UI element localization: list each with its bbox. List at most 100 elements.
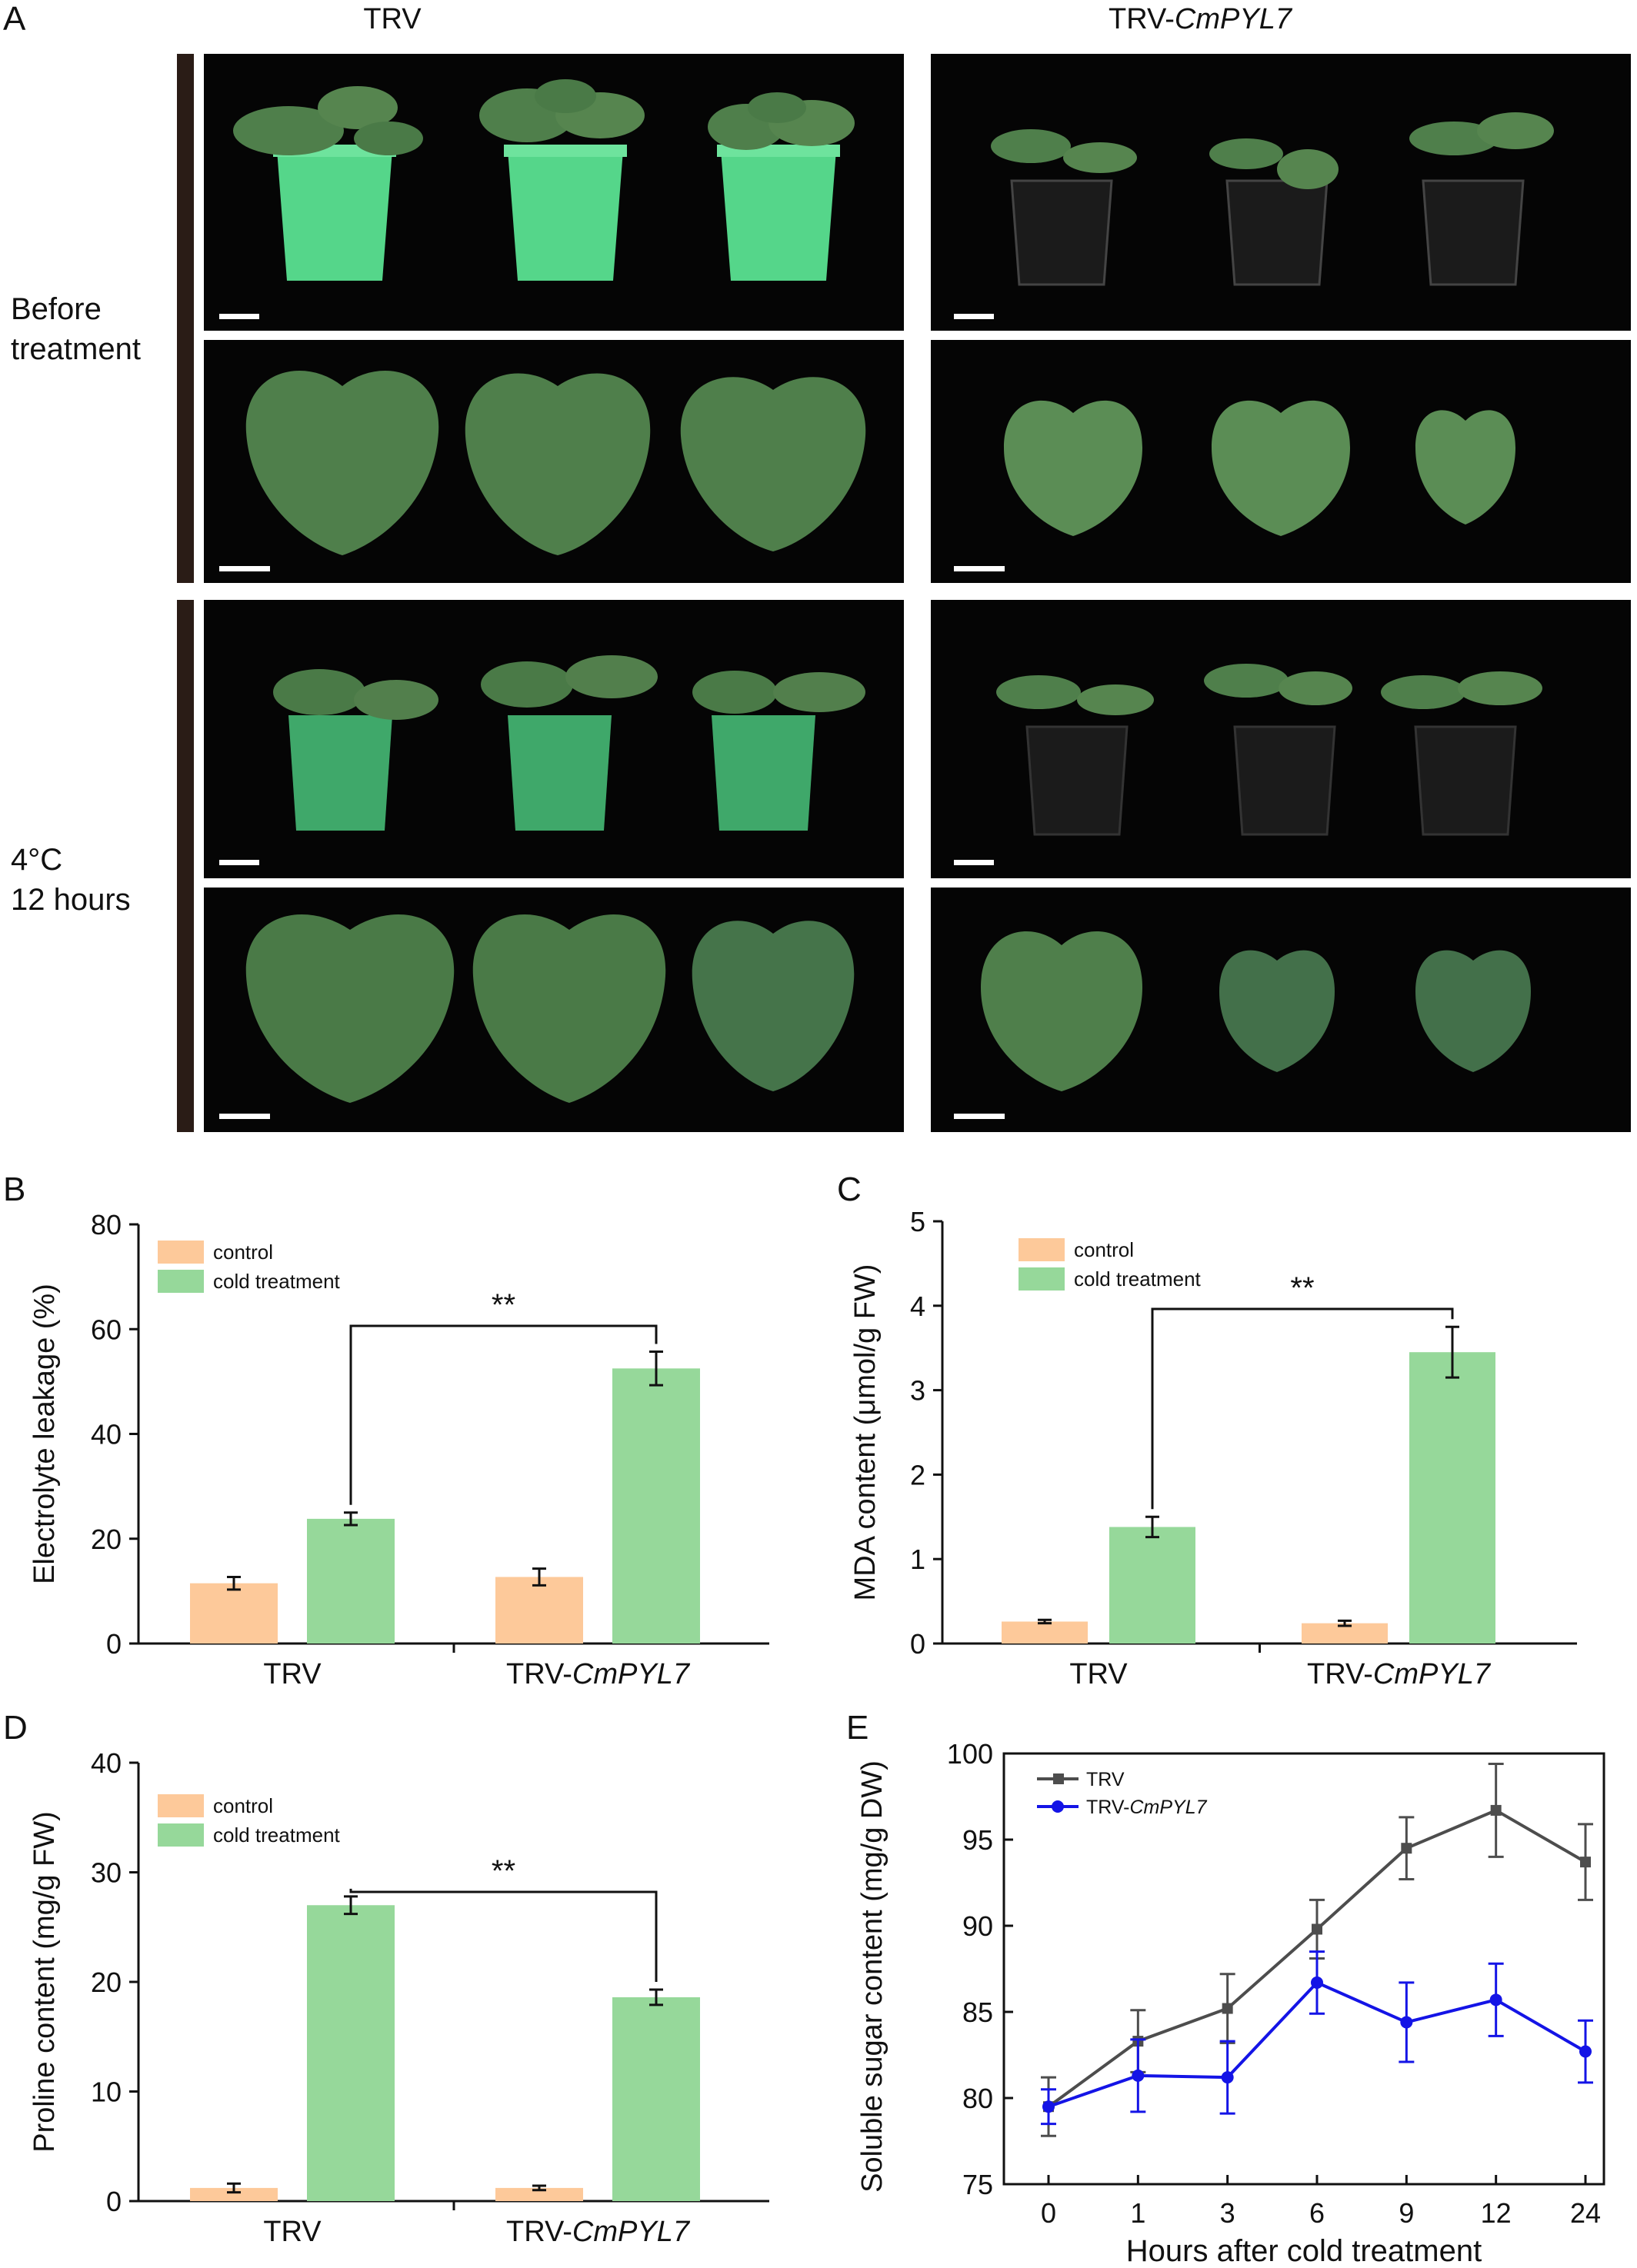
pot-dark-1	[1025, 725, 1129, 836]
photo-trv-leaves-before	[204, 340, 904, 583]
x-tick-label: 9	[1399, 2197, 1414, 2229]
bar-control-1	[495, 2187, 583, 2201]
legend-label-main: TRV-	[1086, 1797, 1130, 1818]
legend-label: TRV	[1086, 1769, 1125, 1790]
group-bracket-before	[177, 54, 194, 583]
data-point	[1490, 1804, 1502, 1816]
y-tick-label: 10	[91, 2077, 122, 2108]
pot-dark-3	[1414, 725, 1517, 836]
significance-bracket	[1151, 1307, 1454, 1510]
bar-cold-treatment-1	[612, 1368, 700, 1644]
panel-d-label: D	[3, 1709, 28, 1747]
pot-green-3	[712, 715, 815, 831]
legend-label: cold treatment	[213, 1823, 341, 1847]
y-tick-label: 20	[91, 1524, 122, 1555]
x-category-label: TRV-CmPYL7	[1307, 1658, 1492, 1690]
data-point	[1579, 2045, 1592, 2058]
legend-marker	[1053, 1773, 1064, 1784]
legend-swatch	[158, 1823, 204, 1847]
legend-label-main: TRV	[1086, 1769, 1125, 1790]
bar-control-0	[190, 2187, 278, 2201]
pot-green-1	[288, 715, 392, 831]
legend-marker	[1052, 1800, 1064, 1813]
significance-label: **	[492, 1854, 515, 1888]
significance-label: **	[492, 1288, 515, 1322]
x-category-label-main: TRV-	[506, 1658, 572, 1690]
significance-label: **	[1290, 1271, 1314, 1305]
y-tick-label: 85	[962, 1997, 993, 2028]
row-label-before-line1: Before	[11, 292, 102, 326]
photo-trv-leaves-cold	[204, 888, 904, 1132]
pot-green-2	[508, 715, 612, 831]
x-tick-label: 12	[1481, 2197, 1512, 2229]
pot-green-1	[273, 145, 396, 281]
photo-cmpyl7-leaves-before	[931, 340, 1631, 583]
y-tick-label: 20	[91, 1967, 122, 1998]
y-axis-label: Soluble sugar content (mg/g DW)	[856, 1760, 889, 2193]
legend-label: cold treatment	[213, 1270, 341, 1293]
x-tick-label: 6	[1309, 2197, 1325, 2229]
y-tick-label: 80	[962, 2083, 993, 2114]
scale-bar	[954, 860, 994, 865]
x-category-label: TRV	[263, 2216, 322, 2248]
y-axis-label: MDA content (μmol/g FW)	[849, 1264, 882, 1601]
x-category-label: TRV-CmPYL7	[506, 1658, 691, 1690]
bar-cold-treatment-0	[307, 1518, 395, 1644]
x-category-label-main: TRV-	[506, 2216, 572, 2248]
pot-green-3	[717, 145, 840, 281]
x-category-label-main: TRV	[263, 2216, 322, 2248]
x-category-label-italic: CmPYL7	[572, 2216, 691, 2248]
scale-bar	[954, 566, 1005, 571]
scale-bar	[219, 1114, 270, 1119]
y-tick-label: 80	[91, 1209, 122, 1241]
y-tick-label: 3	[910, 1375, 925, 1407]
data-point	[1489, 1993, 1502, 2007]
row-label-before-treatment: Before treatment	[11, 289, 141, 369]
y-axis-label: Electrolyte leakage (%)	[28, 1284, 61, 1584]
scale-bar	[219, 314, 259, 319]
legend-swatch	[158, 1270, 204, 1293]
legend-label: cold treatment	[1074, 1267, 1202, 1291]
column-title-trv-text: TRV	[363, 3, 422, 35]
legend-swatch	[158, 1241, 204, 1264]
data-point	[1400, 2016, 1413, 2029]
legend-label: control	[1074, 1238, 1134, 1261]
legend-swatch	[1019, 1267, 1065, 1291]
x-category-label-main: TRV-	[1307, 1658, 1373, 1690]
legend-label: control	[213, 1794, 273, 1817]
x-category-label: TRV	[1069, 1658, 1128, 1690]
x-category-label-italic: CmPYL7	[1373, 1658, 1492, 1690]
pot-dark-1	[1010, 179, 1113, 286]
legend-label-italic: CmPYL7	[1130, 1797, 1208, 1818]
row-label-before-line2: treatment	[11, 332, 141, 366]
x-tick-label: 3	[1220, 2197, 1235, 2229]
y-tick-label: 0	[910, 1628, 925, 1660]
y-axis-label: Proline content (mg/g FW)	[28, 1811, 61, 2152]
y-tick-label: 4	[910, 1291, 925, 1322]
row-label-cold-line1: 4°C	[11, 843, 63, 877]
x-tick-label: 24	[1570, 2197, 1601, 2229]
x-category-label-main: TRV	[1069, 1658, 1128, 1690]
pot-green-2	[504, 145, 627, 281]
chart-soluble-sugar: 75 80 85 90 95 100 0 1 3 6 9 12 24 TRV TRV-CmPYL7 Hours…	[856, 1738, 1605, 2268]
bar-cold-treatment-0	[307, 1905, 395, 2201]
legend-label: control	[213, 1241, 273, 1264]
photo-trv-pots-cold	[204, 600, 904, 878]
pot-dark-2	[1233, 725, 1336, 836]
photo-cmpyl7-leaves-cold	[931, 888, 1631, 1132]
y-tick-label: 40	[91, 1419, 122, 1450]
x-tick-label: 1	[1130, 2197, 1145, 2229]
panel-b-label: B	[3, 1171, 26, 1208]
chart-electrolyte-leakage: 0 20 40 60 80 TRV TRV-CmPYL7 ** control cold trea…	[28, 1209, 769, 1690]
pot-dark-2	[1225, 179, 1329, 286]
row-label-cold-12h: 4°C 12 hours	[11, 840, 131, 920]
panel-e-label: E	[846, 1709, 869, 1747]
significance-bracket	[349, 1324, 658, 1505]
panel-a-label: A	[3, 0, 26, 38]
data-point	[1222, 2003, 1233, 2014]
plot-frame	[1002, 1752, 1605, 2186]
scale-bar	[219, 566, 270, 571]
row-label-cold-line2: 12 hours	[11, 883, 131, 917]
y-tick-label: 0	[106, 1628, 122, 1660]
column-title-trv-cmpyl7-italic: CmPYL7	[1174, 3, 1292, 35]
